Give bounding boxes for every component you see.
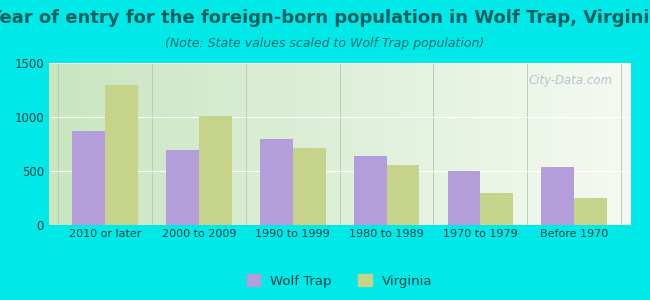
Text: City-Data.com: City-Data.com (529, 74, 613, 87)
Bar (292, 148, 326, 225)
Text: Year of entry for the foreign-born population in Wolf Trap, Virginia: Year of entry for the foreign-born popul… (0, 9, 650, 27)
Bar (105, 85, 138, 225)
Bar (72, 131, 105, 225)
Bar (574, 198, 607, 225)
Bar (541, 167, 574, 225)
Text: (Note: State values scaled to Wolf Trap population): (Note: State values scaled to Wolf Trap … (165, 38, 485, 50)
Bar (260, 139, 292, 225)
Bar (448, 171, 480, 225)
Bar (354, 156, 387, 225)
Bar (199, 116, 231, 225)
Bar (166, 150, 199, 225)
Legend: Wolf Trap, Virginia: Wolf Trap, Virginia (241, 269, 438, 293)
Bar (480, 193, 514, 225)
Bar (387, 164, 419, 225)
